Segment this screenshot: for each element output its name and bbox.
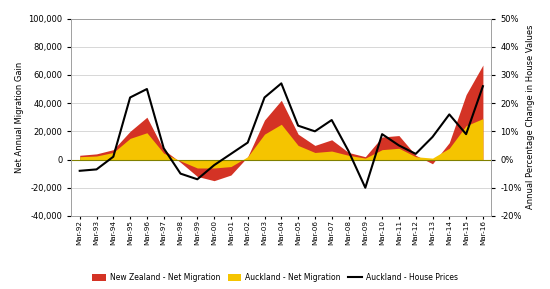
Legend: New Zealand - Net Migration, Auckland - Net Migration, Auckland - House Prices: New Zealand - Net Migration, Auckland - … — [89, 270, 461, 285]
Y-axis label: Net Annual Migration Gain: Net Annual Migration Gain — [15, 62, 24, 173]
Y-axis label: Annual Percentage Change in House Values: Annual Percentage Change in House Values — [526, 25, 535, 210]
